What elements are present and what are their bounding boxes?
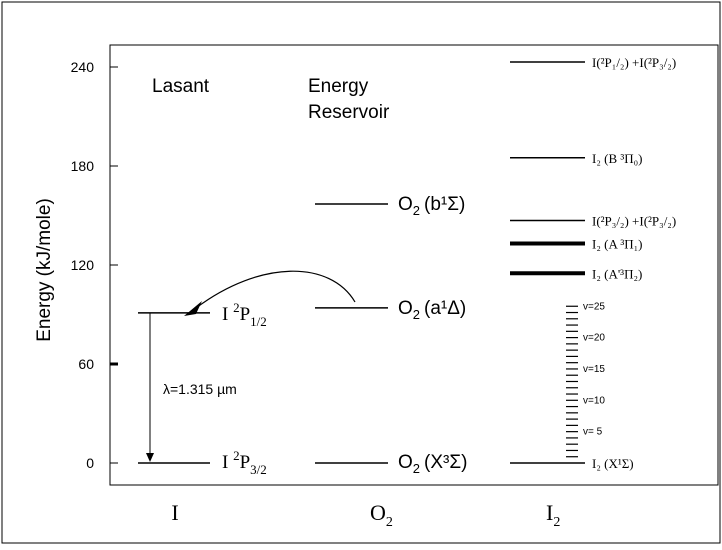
y-tick-label: 240 bbox=[71, 59, 95, 75]
label-i2-asymptote-upper: I(²P₁/₂) +I(²P₃/₂) bbox=[592, 55, 676, 70]
plot-frame bbox=[109, 44, 719, 486]
label-i2-x: I₂ (X¹Σ) bbox=[592, 456, 634, 471]
y-ticks: 0 60 120 180 240 bbox=[71, 59, 118, 471]
energy-transfer-arrow bbox=[195, 270, 356, 309]
label-o2-a: O2 (a¹Δ) bbox=[398, 298, 466, 322]
vibrational-label: v= 5 bbox=[583, 427, 603, 438]
label-i2-a: I₂ (A ³Π₁) bbox=[592, 237, 643, 252]
column-label-i2: I2 bbox=[546, 500, 560, 530]
vibrational-label: v=15 bbox=[583, 364, 605, 375]
y-tick-label: 180 bbox=[71, 158, 95, 174]
heading-reservoir-line2: Reservoir bbox=[308, 102, 390, 123]
energy-transfer-arrow-head bbox=[184, 301, 202, 316]
laser-wavelength-label: λ=1.315 µm bbox=[163, 381, 237, 397]
y-tick-label: 60 bbox=[78, 356, 94, 372]
label-o2-b: O2 (b¹Σ) bbox=[398, 194, 465, 218]
heading-lasant: Lasant bbox=[152, 76, 210, 97]
vibrational-label: v=25 bbox=[583, 301, 605, 312]
vibrational-label: v=20 bbox=[583, 333, 605, 344]
heading-reservoir-line1: Energy bbox=[308, 76, 369, 97]
column-label-i: I bbox=[171, 500, 178, 525]
label-i2-a-prime: I₂ (A'³Π₂) bbox=[592, 266, 642, 281]
label-o2-x: O2 (X³Σ) bbox=[398, 452, 467, 476]
vibrational-ladder: v=25 v=20 v=15 v=10 v= 5 bbox=[566, 301, 605, 458]
label-i2-b: I₂ (B ³Π₀) bbox=[592, 151, 643, 166]
laser-arrow-head bbox=[146, 453, 154, 462]
label-i2-asymptote-lower: I(²P₃/₂) +I(²P₃/₂) bbox=[592, 213, 676, 228]
label-i-2p32: I 2P3/2 bbox=[222, 448, 267, 477]
y-axis-label: Energy (kJ/mole) bbox=[34, 198, 55, 342]
vibrational-label: v=10 bbox=[583, 395, 605, 406]
column-label-o2: O2 bbox=[370, 500, 393, 530]
y-tick-label: 0 bbox=[86, 455, 94, 471]
y-tick-label: 120 bbox=[71, 257, 95, 273]
label-i-2p12: I 2P1/2 bbox=[222, 300, 267, 329]
